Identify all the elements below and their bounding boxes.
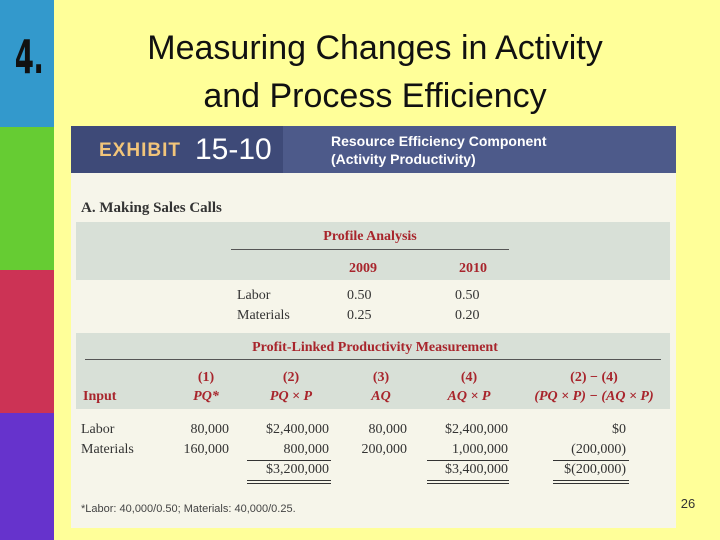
plm-cell: $2,400,000 [266, 422, 329, 437]
plm-cell: $2,400,000 [445, 422, 508, 437]
plm-col-num: (1) [197, 370, 215, 385]
plm-col-num: (2) − (4) [570, 370, 618, 385]
exhibit-caption: Resource Efficiency Component (Activity … [331, 132, 547, 168]
total-double-underline [553, 483, 629, 484]
left-strip-green [0, 127, 54, 270]
exhibit-panel: EXHIBIT 15-10 Resource Efficiency Compon… [71, 126, 676, 528]
plm-col-formula: PQ* [193, 389, 219, 404]
footnote: *Labor: 40,000/0.50; Materials: 40,000/0… [81, 503, 296, 515]
slide-title: Measuring Changes in Activity and Proces… [90, 24, 660, 120]
plm-col-formula: PQ × P [269, 389, 313, 404]
plm-col-num: (2) [282, 370, 300, 385]
plm-col-formula: (PQ × P) − (AQ × P) [534, 389, 654, 404]
plm-title: Profit-Linked Productivity Measurement [252, 340, 498, 355]
caption-line-1: Resource Efficiency Component [331, 133, 547, 149]
exhibit-number: 15-10 [195, 133, 272, 166]
title-line-2: and Process Efficiency [203, 77, 547, 115]
section-number: 4. [14, 30, 44, 84]
profile-value: 0.20 [455, 308, 480, 323]
profile-col-2010: 2010 [459, 261, 487, 276]
total-double-underline [427, 483, 509, 484]
caption-line-2: (Activity Productivity) [331, 151, 476, 167]
page-number: 26 [680, 496, 696, 511]
plm-cell: 1,000,000 [452, 442, 508, 457]
exhibit-label-box: EXHIBIT 15-10 [71, 126, 283, 173]
plm-cell: $0 [612, 422, 626, 437]
plm-cell: 80,000 [190, 422, 230, 437]
plm-cell: (200,000) [571, 442, 626, 457]
plm-title-rule [85, 359, 661, 360]
title-line-1: Measuring Changes in Activity [147, 29, 603, 67]
profile-col-2009: 2009 [349, 261, 377, 276]
sum-underline [427, 460, 509, 461]
profile-value: 0.50 [455, 288, 480, 303]
profile-header-band [76, 222, 670, 280]
plm-row-label: Labor [81, 422, 115, 437]
sum-underline [247, 460, 331, 461]
profile-value: 0.25 [347, 308, 372, 323]
profile-title-rule [231, 249, 509, 250]
total-double-underline [553, 480, 629, 481]
exhibit-word: EXHIBIT [99, 140, 181, 161]
plm-col-num: (4) [460, 370, 478, 385]
plm-row-label: Materials [81, 442, 134, 457]
profile-row-label: Labor [237, 288, 271, 303]
plm-cell: 800,000 [283, 442, 330, 457]
left-strip-blue [0, 0, 54, 127]
left-strip-red [0, 270, 54, 413]
plm-input-label: Input [83, 389, 117, 404]
left-strip-purple [0, 413, 54, 540]
profile-title: Profile Analysis [323, 229, 417, 244]
plm-col-formula: AQ × P [447, 389, 491, 404]
profile-value: 0.50 [347, 288, 372, 303]
plm-total: $3,200,000 [266, 462, 329, 477]
total-double-underline [247, 480, 331, 481]
plm-cell: 200,000 [361, 442, 408, 457]
plm-total: $(200,000) [564, 462, 626, 477]
plm-cell: 80,000 [368, 422, 408, 437]
total-double-underline [247, 483, 331, 484]
plm-header-band [76, 333, 670, 409]
plm-col-num: (3) [372, 370, 390, 385]
total-double-underline [427, 480, 509, 481]
profile-row-label: Materials [237, 308, 290, 323]
plm-total: $3,400,000 [445, 462, 508, 477]
sum-underline [553, 460, 629, 461]
exhibit-header: EXHIBIT 15-10 Resource Efficiency Compon… [71, 126, 676, 173]
section-title: A. Making Sales Calls [81, 200, 222, 216]
plm-cell: 160,000 [183, 442, 230, 457]
plm-col-formula: AQ [371, 389, 391, 404]
